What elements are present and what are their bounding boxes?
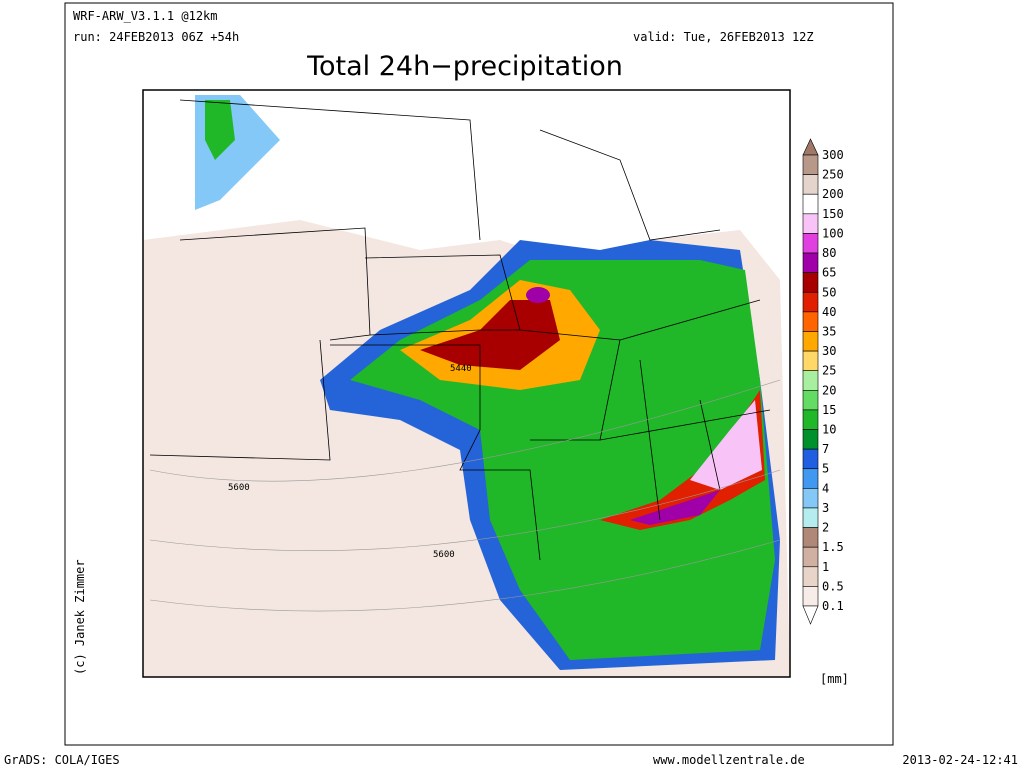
colorbar-label: 4 xyxy=(822,481,829,495)
footer-left: GrADS: COLA/IGES xyxy=(4,753,120,767)
colorbar-swatch xyxy=(802,193,819,215)
colorbar-label: 5 xyxy=(822,462,829,476)
precip-65mm xyxy=(420,300,560,370)
colorbar-label: 2 xyxy=(822,521,829,535)
colorbar-swatch xyxy=(802,409,819,430)
colorbar-swatch xyxy=(802,586,819,607)
precip-80mm-band xyxy=(630,490,720,525)
colorbar-label: 15 xyxy=(822,403,836,417)
colorbar-label: 3 xyxy=(822,501,829,515)
colorbar-label: 0.5 xyxy=(822,579,844,593)
colorbar-label: 65 xyxy=(822,266,836,280)
colorbar-label: 40 xyxy=(822,305,836,319)
colorbar-label: 150 xyxy=(822,207,844,221)
colorbar-unit: [mm] xyxy=(820,672,849,686)
colorbar-swatch xyxy=(802,311,819,332)
colorbar-label: 250 xyxy=(822,168,844,182)
colorbar-label: 300 xyxy=(822,148,844,162)
colorbar-swatch xyxy=(802,527,819,548)
colorbar-swatch xyxy=(802,154,819,175)
colorbar-swatch xyxy=(802,272,819,293)
colorbar-swatch xyxy=(802,429,819,450)
precip-80mm xyxy=(526,287,550,303)
colorbar-label: 200 xyxy=(822,187,844,201)
colorbar-label: 100 xyxy=(822,226,844,240)
colorbar-swatch xyxy=(802,233,819,254)
colorbar-swatch xyxy=(802,390,819,411)
height-contours xyxy=(149,379,781,612)
colorbar-bottom-triangle xyxy=(802,605,819,625)
map: 5440 5600 5600 xyxy=(142,89,791,678)
colorbar-swatch xyxy=(802,213,819,234)
precip-northwest-core xyxy=(205,100,235,160)
colorbar-swatch xyxy=(802,174,819,195)
colorbar-swatch xyxy=(802,507,819,528)
colorbar-label: 20 xyxy=(822,383,836,397)
precip-100mm xyxy=(690,400,762,490)
contour-label: 5600 xyxy=(228,483,250,493)
colorbar: 300 250 200 150 100 80 65 50 40 35 30 25 20 15 10 7 5 4 3 2… xyxy=(802,138,844,625)
valid-label: valid: Tue, 26FEB2013 12Z xyxy=(633,30,814,44)
contour-label: 5440 xyxy=(450,364,472,374)
colorbar-label: 10 xyxy=(822,423,836,437)
model-label: WRF-ARW_V3.1.1 @12km xyxy=(73,9,218,23)
colorbar-label: 1.5 xyxy=(822,540,844,554)
map-frame xyxy=(142,89,791,678)
colorbar-label: 30 xyxy=(822,344,836,358)
colorbar-swatch xyxy=(802,488,819,509)
colorbar-swatch xyxy=(802,291,819,313)
title: Total 24h−precipitation xyxy=(306,51,623,82)
colorbar-swatch xyxy=(802,252,819,273)
colorbar-label: 7 xyxy=(822,442,829,456)
credit: (c) Janek Zimmer xyxy=(73,559,87,675)
colorbar-swatch xyxy=(802,350,819,371)
run-label: run: 24FEB2013 06Z +54h xyxy=(73,30,239,44)
footer-center: www.modellzentrale.de xyxy=(653,753,805,767)
colorbar-label: 80 xyxy=(822,246,836,260)
footer-right: 2013-02-24-12:41 xyxy=(902,753,1018,767)
colorbar-swatch xyxy=(802,468,819,489)
precip-50mm xyxy=(600,390,765,530)
colorbar-swatch xyxy=(802,566,819,587)
contour-label: 5600 xyxy=(433,550,455,560)
colorbar-label: 25 xyxy=(822,364,836,378)
outer-frame xyxy=(64,2,894,746)
colorbar-top-triangle xyxy=(802,138,819,156)
colorbar-swatch xyxy=(802,546,819,568)
state-borders xyxy=(149,99,771,561)
colorbar-swatch xyxy=(802,331,819,352)
colorbar-swatch xyxy=(802,370,819,391)
colorbar-swatch xyxy=(802,448,819,470)
colorbar-label: 0.1 xyxy=(822,599,844,613)
colorbar-label: 1 xyxy=(822,560,829,574)
colorbar-label: 35 xyxy=(822,324,836,338)
colorbar-label: 50 xyxy=(822,285,836,299)
